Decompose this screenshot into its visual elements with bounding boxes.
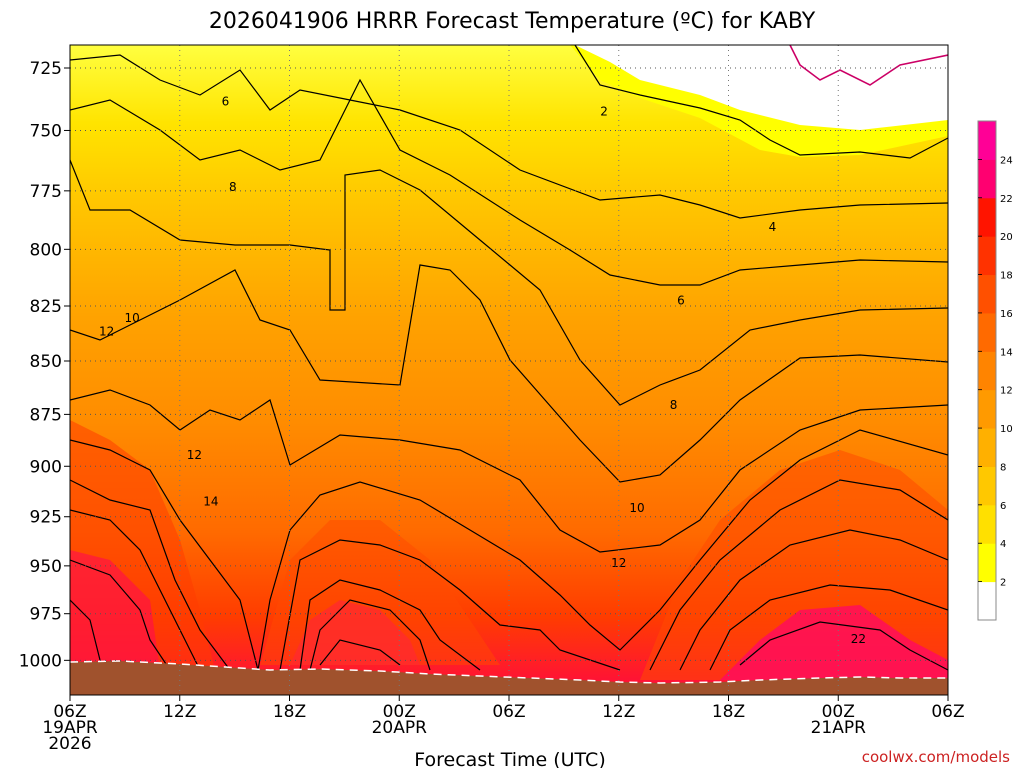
colorbar-label: 12: [1000, 386, 1013, 397]
contour-label: 22: [851, 632, 866, 646]
colorbar-swatch: [978, 197, 996, 237]
x-tick-label: 19APR: [42, 718, 98, 738]
contour-14: [70, 429, 948, 671]
y-tick-label: 775: [30, 182, 62, 202]
contour-label: 8: [229, 180, 237, 194]
colorbar-swatch: [978, 466, 996, 506]
plot-area: 268101212142468101222: [70, 45, 948, 695]
contour-18: [70, 509, 948, 671]
y-tick-label: 875: [30, 405, 62, 425]
contour-16: [70, 479, 948, 671]
colorbar-label: 6: [1000, 501, 1006, 512]
terrain-edge-line: [70, 660, 948, 684]
contour-label: 4: [769, 220, 777, 234]
y-tick-label: 1000: [19, 651, 62, 671]
contour-label: 14: [203, 495, 218, 509]
contour-label: 12: [99, 324, 114, 338]
x-tick-label: 00Z: [822, 702, 855, 722]
y-axis: 725 750 775 800 825 850 875 900 925 950 975 1000: [19, 59, 70, 671]
colorbar-label: 2: [1000, 578, 1006, 589]
x-axis-title: Forecast Time (UTC): [414, 749, 605, 768]
contour-freezing: [789, 45, 948, 86]
colorbar-swatch: [978, 274, 996, 314]
colorbar-label: 24: [1000, 155, 1013, 166]
contour-4: [70, 54, 948, 219]
x-tick-label: 00Z: [383, 702, 416, 722]
colorbar-label: 8: [1000, 462, 1006, 473]
colorbar-label: 22: [1000, 194, 1013, 205]
contour-10: [70, 264, 948, 483]
x-tick-label: 21APR: [811, 718, 867, 738]
colorbar-swatch: [978, 312, 996, 352]
field-region-warm-center: [260, 520, 500, 665]
y-tick-label: 825: [30, 297, 62, 317]
y-tick-label: 850: [30, 352, 62, 372]
contour-label: 2: [600, 105, 608, 119]
x-tick-label: 06Z: [492, 702, 525, 722]
field-region-hot-left: [70, 550, 160, 670]
y-tick-label: 900: [30, 457, 62, 477]
x-tick-label: 20APR: [372, 718, 428, 738]
field-region-hot-right: [720, 605, 948, 680]
x-tick-label: 18Z: [712, 702, 745, 722]
colorbar-label: 4: [1000, 539, 1006, 550]
x-tick-label: 2026: [48, 734, 91, 754]
contour-8: [70, 159, 948, 406]
colorbar-swatch: [978, 428, 996, 467]
colorbar-label: 10: [1000, 424, 1013, 435]
contour-label: 12: [611, 556, 626, 570]
grid-layer: [70, 45, 948, 695]
contour-12: [70, 389, 948, 553]
y-tick-label: 750: [30, 121, 62, 141]
colorbar-label: 16: [1000, 309, 1013, 320]
contour-20: [70, 559, 948, 671]
y-tick-label: 925: [30, 508, 62, 528]
colorbar-swatch: [978, 159, 996, 199]
x-tick-label: 06Z: [931, 702, 964, 722]
x-tick-label: 12Z: [163, 702, 196, 722]
colorbar-swatch: [978, 236, 996, 276]
x-tick-label: 18Z: [273, 702, 306, 722]
contour-22: [70, 599, 948, 671]
credit-text: coolwx.com/models: [862, 748, 1010, 766]
field-region-below-2c: [575, 45, 948, 130]
contour-label: 6: [677, 293, 685, 307]
y-tick-label: 975: [30, 605, 62, 625]
contour-label: 8: [670, 398, 678, 412]
colorbar-swatch: [978, 581, 996, 621]
colorbar-swatch: [978, 389, 996, 429]
colorbar-swatch: [978, 504, 996, 544]
colorbar-label: 14: [1000, 347, 1013, 358]
colorbar-label: 18: [1000, 271, 1013, 282]
contour-label: 10: [125, 311, 140, 325]
contour-6: [70, 78, 948, 286]
colorbar-swatch: [978, 543, 996, 583]
colorbar-frame: [977, 120, 997, 621]
contour-label: 12: [187, 448, 202, 462]
y-tick-label: 725: [30, 59, 62, 79]
x-tick-label: 06Z: [53, 702, 86, 722]
contour-label: 6: [222, 95, 230, 109]
terrain-surface: [70, 661, 948, 695]
chart-title: 2026041906 HRRR Forecast Temperature (ºC…: [209, 9, 816, 34]
colorbar-swatch: [978, 121, 996, 160]
y-tick-label: 800: [30, 240, 62, 260]
colorbar-label: 20: [1000, 232, 1013, 243]
y-tick-label: 950: [30, 557, 62, 577]
x-tick-label: 12Z: [602, 702, 635, 722]
contour-label: 10: [629, 501, 644, 515]
colorbar-swatch: [978, 351, 996, 391]
